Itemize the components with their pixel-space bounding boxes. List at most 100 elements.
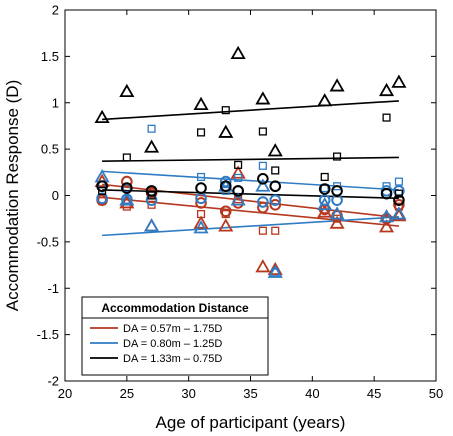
y-tick-label: -1.5 xyxy=(37,327,59,342)
legend-entries: DA = 0.57m – 1.75D DA = 0.80m – 1.25D DA =… xyxy=(90,323,222,365)
axis-ticks: 20 25 30 35 40 45 50 -2 -1.5 -1 -0.5 0 0.5 1 1.5 2 xyxy=(37,3,444,402)
fit-line-0.80m xyxy=(102,216,399,237)
triangle-marker-1.33m xyxy=(391,74,407,88)
square-marker-1.33m xyxy=(333,152,342,161)
circle-marker-1.33m xyxy=(331,185,343,197)
square-marker-1.33m xyxy=(234,160,243,169)
circle-marker-0.80m xyxy=(257,196,269,208)
circle-marker-1.33m xyxy=(96,180,108,193)
triangle-marker-0.80m xyxy=(329,206,345,220)
circle-marker-1.33m xyxy=(318,183,331,195)
triangle-marker-0.57m xyxy=(329,215,345,229)
circle-marker-0.57m xyxy=(257,201,269,214)
fit-line-0.57m xyxy=(102,183,399,219)
circle-marker-1.33m xyxy=(145,185,158,197)
circle-marker-0.57m xyxy=(219,205,232,218)
x-tick-label: 45 xyxy=(367,386,381,401)
circle-marker-0.57m xyxy=(121,175,133,188)
square-marker-0.80m xyxy=(394,177,403,186)
circle-marker-1.33m xyxy=(257,173,269,185)
triangle-marker-1.33m xyxy=(255,91,271,105)
square-marker-0.80m xyxy=(196,172,206,182)
fit-line-0.57m xyxy=(102,196,399,227)
circle-marker-1.33m xyxy=(380,187,393,200)
x-tick-label: 35 xyxy=(243,386,257,401)
x-axis-label: Age of participant (years) xyxy=(156,413,346,432)
square-marker-1.33m xyxy=(394,189,403,198)
fit-line-1.33m xyxy=(102,156,399,162)
triangle-marker-1.33m xyxy=(119,83,135,98)
square-marker-0.80m xyxy=(147,124,156,133)
square-marker-0.80m xyxy=(258,161,267,170)
y-tick-label: -2 xyxy=(47,374,59,389)
x-tick-label: 50 xyxy=(429,386,443,401)
fit-lines xyxy=(102,100,399,237)
legend-entry-label: DA = 0.57m – 1.75D xyxy=(123,323,222,335)
fit-line-1.33m xyxy=(102,100,399,121)
square-marker-1.33m xyxy=(382,113,391,122)
x-tick-label: 40 xyxy=(305,386,319,401)
y-tick-label: 1 xyxy=(52,95,59,110)
triangle-marker-0.57m xyxy=(391,208,407,222)
triangle-marker-1.33m xyxy=(144,139,160,153)
triangle-marker-0.80m xyxy=(267,264,283,278)
y-tick-label: -1 xyxy=(47,281,59,296)
square-marker-0.80m xyxy=(234,173,243,182)
triangle-marker-1.33m xyxy=(317,93,333,107)
triangle-marker-0.57m xyxy=(317,204,333,218)
y-axis-label: Accommodation Response (D) xyxy=(3,80,22,311)
triangle-marker-0.57m xyxy=(193,215,209,229)
square-marker-1.33m xyxy=(258,127,267,136)
square-marker-1.33m xyxy=(122,153,131,162)
square-marker-0.80m xyxy=(122,184,131,193)
triangle-marker-0.80m xyxy=(255,178,271,192)
triangle-marker-0.80m xyxy=(119,192,135,206)
circle-marker-1.33m xyxy=(232,185,244,197)
square-marker-1.33m xyxy=(271,166,280,175)
legend-entry-label: DA = 0.80m – 1.25D xyxy=(123,338,222,350)
circle-marker-0.80m xyxy=(269,194,282,206)
circle-marker-0.80m xyxy=(219,175,232,188)
legend: Accommodation Distance DA = 0.57m – 1.75… xyxy=(81,296,269,376)
triangle-marker-0.80m xyxy=(230,192,246,206)
triangle-marker-1.33m xyxy=(218,124,234,138)
triangle-marker-0.80m xyxy=(378,209,395,223)
square-marker-1.33m xyxy=(320,172,329,182)
circle-marker-0.80m xyxy=(96,192,108,205)
triangle-marker-0.57m xyxy=(218,218,234,232)
triangle-marker-0.57m xyxy=(255,259,271,273)
legend-title: Accommodation Distance xyxy=(101,301,249,315)
square-marker-0.57m xyxy=(258,226,267,235)
square-marker-1.33m xyxy=(221,106,230,115)
triangle-marker-1.33m xyxy=(267,143,283,157)
x-tick-label: 25 xyxy=(120,386,134,401)
data-markers xyxy=(94,45,407,278)
triangle-marker-1.33m xyxy=(193,96,209,111)
circle-marker-0.80m xyxy=(318,194,331,206)
fit-line-0.80m xyxy=(102,170,399,191)
y-tick-label: 2 xyxy=(52,3,59,18)
triangle-marker-1.33m xyxy=(94,109,110,123)
legend-box xyxy=(81,296,269,376)
legend-entry-label: DA = 1.33m – 0.75D xyxy=(123,353,222,365)
circle-marker-1.33m xyxy=(219,180,232,193)
triangle-marker-0.80m xyxy=(144,218,160,232)
fit-line-1.33m xyxy=(102,189,399,200)
circle-marker-1.33m xyxy=(393,194,405,206)
triangle-marker-1.33m xyxy=(378,82,395,97)
x-tick-label: 30 xyxy=(181,386,195,401)
circle-marker-0.57m xyxy=(269,198,282,211)
y-tick-label: 1.5 xyxy=(41,49,59,64)
triangle-marker-0.57m xyxy=(230,165,246,179)
triangle-marker-0.57m xyxy=(378,219,395,233)
circle-marker-0.57m xyxy=(195,197,207,209)
square-marker-0.57m xyxy=(271,226,280,235)
circle-marker-1.33m xyxy=(195,182,207,194)
triangle-marker-0.80m xyxy=(391,206,407,220)
triangle-marker-0.80m xyxy=(193,220,209,234)
y-tick-label: 0 xyxy=(52,188,59,203)
triangle-marker-1.33m xyxy=(329,78,345,92)
y-tick-label: 0.5 xyxy=(41,142,59,157)
x-tick-label: 20 xyxy=(58,386,72,401)
